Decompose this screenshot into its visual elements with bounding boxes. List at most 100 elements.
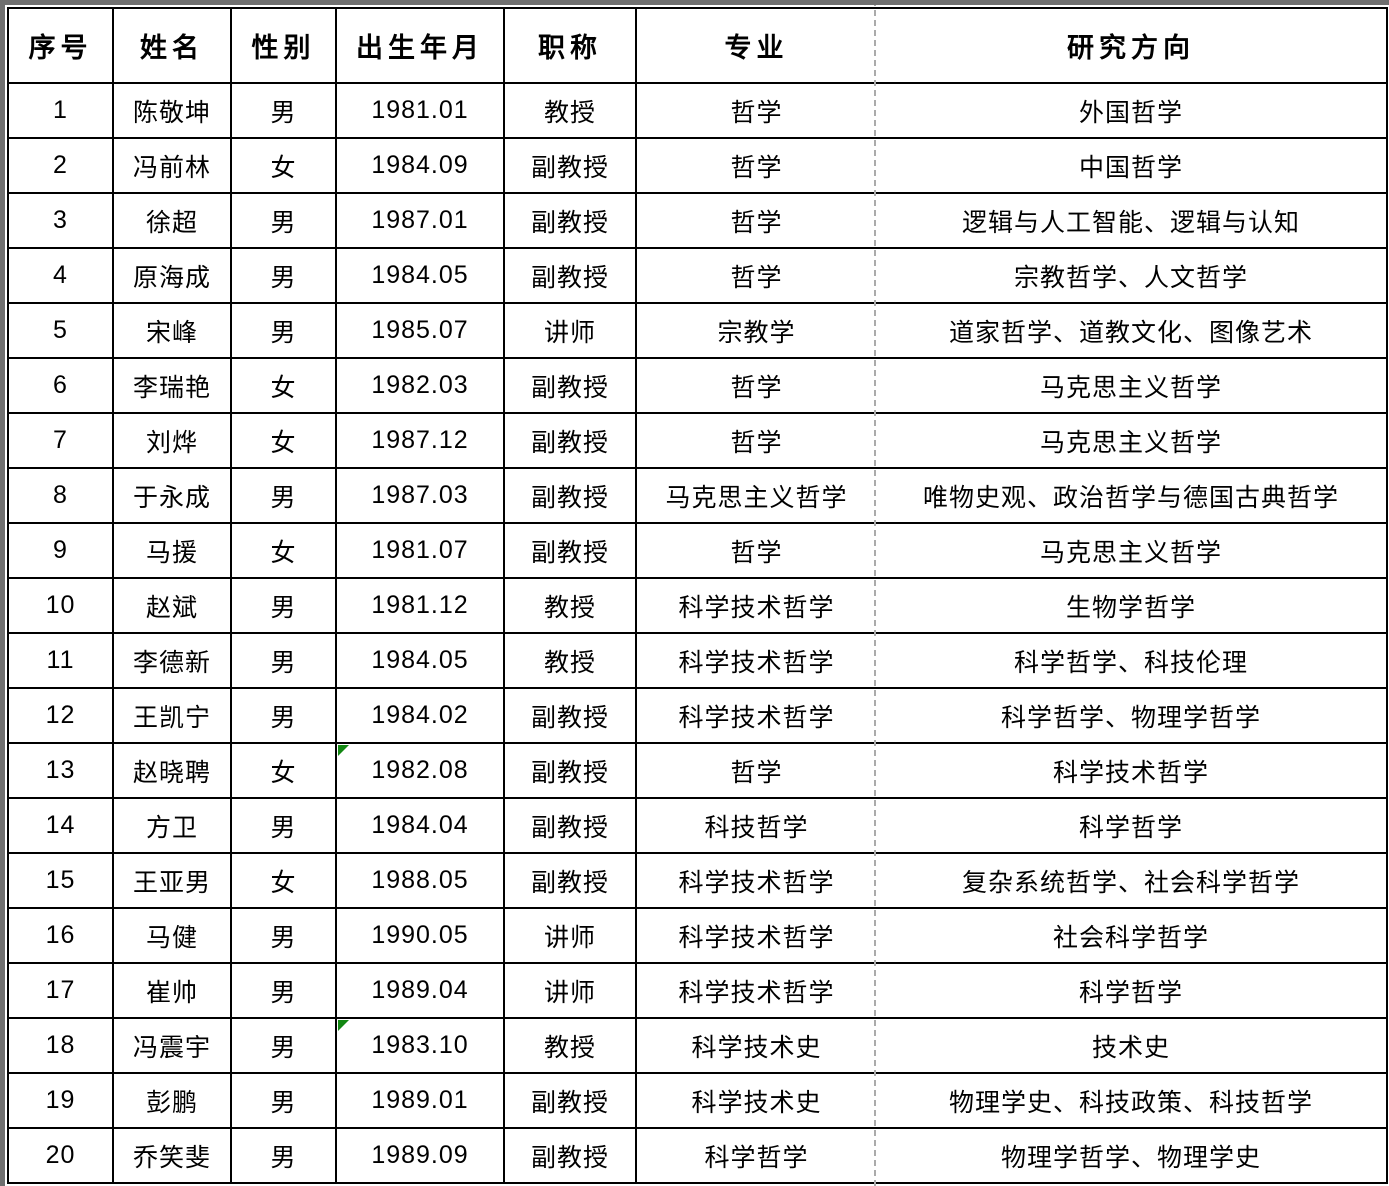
cell-title[interactable]: 副教授	[503, 687, 637, 744]
cell-research[interactable]: 科学哲学、物理学哲学	[876, 687, 1388, 744]
cell-research[interactable]: 马克思主义哲学	[876, 357, 1388, 414]
cell-gender[interactable]: 男	[230, 1127, 337, 1184]
cell-title[interactable]: 副教授	[503, 412, 637, 469]
cell-no[interactable]: 1	[7, 82, 114, 139]
cell-birth[interactable]: 1984.02	[335, 687, 505, 744]
cell-no[interactable]: 12	[7, 687, 114, 744]
cell-research[interactable]: 技术史	[876, 1017, 1388, 1074]
cell-title[interactable]: 教授	[503, 632, 637, 689]
cell-no[interactable]: 11	[7, 632, 114, 689]
cell-birth[interactable]: 1982.03	[335, 357, 505, 414]
cell-title[interactable]: 副教授	[503, 522, 637, 579]
cell-major[interactable]: 科学技术史	[635, 1072, 876, 1129]
cell-title[interactable]: 副教授	[503, 742, 637, 799]
cell-name[interactable]: 冯震宇	[112, 1017, 232, 1074]
cell-major[interactable]: 科学技术哲学	[635, 687, 876, 744]
cell-name[interactable]: 徐超	[112, 192, 232, 249]
header-cell-research[interactable]: 研究方向	[876, 7, 1388, 84]
cell-no[interactable]: 20	[7, 1127, 114, 1184]
cell-major[interactable]: 科学哲学	[635, 1127, 876, 1184]
cell-major[interactable]: 哲学	[635, 247, 876, 304]
cell-no[interactable]: 6	[7, 357, 114, 414]
cell-no[interactable]: 7	[7, 412, 114, 469]
cell-gender[interactable]: 男	[230, 687, 337, 744]
cell-birth[interactable]: 1984.05	[335, 247, 505, 304]
cell-title[interactable]: 副教授	[503, 357, 637, 414]
cell-gender[interactable]: 男	[230, 467, 337, 524]
cell-title[interactable]: 讲师	[503, 962, 637, 1019]
cell-birth[interactable]: 1988.05	[335, 852, 505, 909]
cell-title[interactable]: 副教授	[503, 852, 637, 909]
cell-name[interactable]: 刘烨	[112, 412, 232, 469]
cell-research[interactable]: 社会科学哲学	[876, 907, 1388, 964]
cell-research[interactable]: 道家哲学、道教文化、图像艺术	[876, 302, 1388, 359]
cell-title[interactable]: 副教授	[503, 467, 637, 524]
cell-no[interactable]: 9	[7, 522, 114, 579]
cell-major[interactable]: 哲学	[635, 742, 876, 799]
cell-birth[interactable]: 1984.05	[335, 632, 505, 689]
cell-gender[interactable]: 女	[230, 852, 337, 909]
cell-research[interactable]: 马克思主义哲学	[876, 522, 1388, 579]
cell-title[interactable]: 教授	[503, 1017, 637, 1074]
cell-gender[interactable]: 男	[230, 632, 337, 689]
cell-gender[interactable]: 男	[230, 797, 337, 854]
cell-research[interactable]: 科学技术哲学	[876, 742, 1388, 799]
cell-gender[interactable]: 女	[230, 412, 337, 469]
cell-name[interactable]: 方卫	[112, 797, 232, 854]
header-cell-name[interactable]: 姓名	[112, 7, 232, 84]
cell-gender[interactable]: 男	[230, 192, 337, 249]
cell-birth[interactable]: 1985.07	[335, 302, 505, 359]
cell-no[interactable]: 5	[7, 302, 114, 359]
header-cell-birth[interactable]: 出生年月	[335, 7, 505, 84]
cell-major[interactable]: 科学技术哲学	[635, 852, 876, 909]
cell-name[interactable]: 乔笑斐	[112, 1127, 232, 1184]
cell-birth[interactable]: 1989.04	[335, 962, 505, 1019]
cell-no[interactable]: 18	[7, 1017, 114, 1074]
cell-title[interactable]: 副教授	[503, 1072, 637, 1129]
cell-title[interactable]: 教授	[503, 577, 637, 634]
cell-name[interactable]: 马援	[112, 522, 232, 579]
cell-birth[interactable]: 1981.01	[335, 82, 505, 139]
cell-name[interactable]: 李瑞艳	[112, 357, 232, 414]
cell-gender[interactable]: 女	[230, 522, 337, 579]
cell-birth[interactable]: 1984.09	[335, 137, 505, 194]
cell-gender[interactable]: 男	[230, 907, 337, 964]
cell-research[interactable]: 物理学史、科技政策、科技哲学	[876, 1072, 1388, 1129]
cell-name[interactable]: 于永成	[112, 467, 232, 524]
cell-major[interactable]: 科学技术哲学	[635, 577, 876, 634]
cell-major[interactable]: 哲学	[635, 357, 876, 414]
cell-birth[interactable]: 1990.05	[335, 907, 505, 964]
cell-name[interactable]: 李德新	[112, 632, 232, 689]
cell-no[interactable]: 8	[7, 467, 114, 524]
cell-no[interactable]: 4	[7, 247, 114, 304]
cell-major[interactable]: 科学技术史	[635, 1017, 876, 1074]
cell-research[interactable]: 马克思主义哲学	[876, 412, 1388, 469]
cell-gender[interactable]: 男	[230, 1017, 337, 1074]
cell-birth[interactable]: 1984.04	[335, 797, 505, 854]
cell-title[interactable]: 讲师	[503, 907, 637, 964]
cell-birth[interactable]: 1981.07	[335, 522, 505, 579]
cell-research[interactable]: 中国哲学	[876, 137, 1388, 194]
cell-major[interactable]: 科技哲学	[635, 797, 876, 854]
cell-gender[interactable]: 女	[230, 742, 337, 799]
cell-gender[interactable]: 男	[230, 302, 337, 359]
cell-no[interactable]: 19	[7, 1072, 114, 1129]
header-cell-major[interactable]: 专业	[635, 7, 876, 84]
cell-gender[interactable]: 女	[230, 137, 337, 194]
cell-research[interactable]: 科学哲学	[876, 797, 1388, 854]
cell-name[interactable]: 赵斌	[112, 577, 232, 634]
cell-gender[interactable]: 男	[230, 1072, 337, 1129]
cell-major[interactable]: 哲学	[635, 412, 876, 469]
cell-research[interactable]: 生物学哲学	[876, 577, 1388, 634]
cell-birth[interactable]: 1989.09	[335, 1127, 505, 1184]
cell-no[interactable]: 3	[7, 192, 114, 249]
cell-no[interactable]: 13	[7, 742, 114, 799]
cell-name[interactable]: 马健	[112, 907, 232, 964]
cell-research[interactable]: 物理学哲学、物理学史	[876, 1127, 1388, 1184]
cell-no[interactable]: 14	[7, 797, 114, 854]
cell-major[interactable]: 科学技术哲学	[635, 907, 876, 964]
cell-name[interactable]: 宋峰	[112, 302, 232, 359]
cell-research[interactable]: 外国哲学	[876, 82, 1388, 139]
cell-research[interactable]: 唯物史观、政治哲学与德国古典哲学	[876, 467, 1388, 524]
cell-major[interactable]: 哲学	[635, 82, 876, 139]
